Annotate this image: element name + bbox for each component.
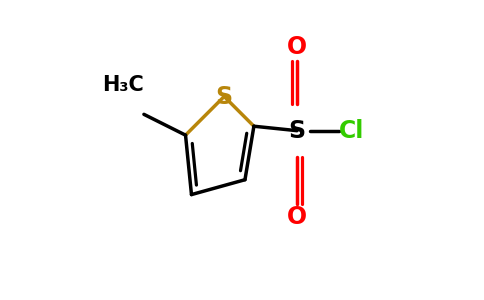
Text: H₃C: H₃C (102, 75, 144, 94)
Text: Cl: Cl (339, 119, 364, 143)
Text: O: O (287, 35, 307, 59)
Text: S: S (288, 119, 305, 143)
Text: S: S (215, 85, 233, 109)
Text: O: O (287, 205, 307, 229)
